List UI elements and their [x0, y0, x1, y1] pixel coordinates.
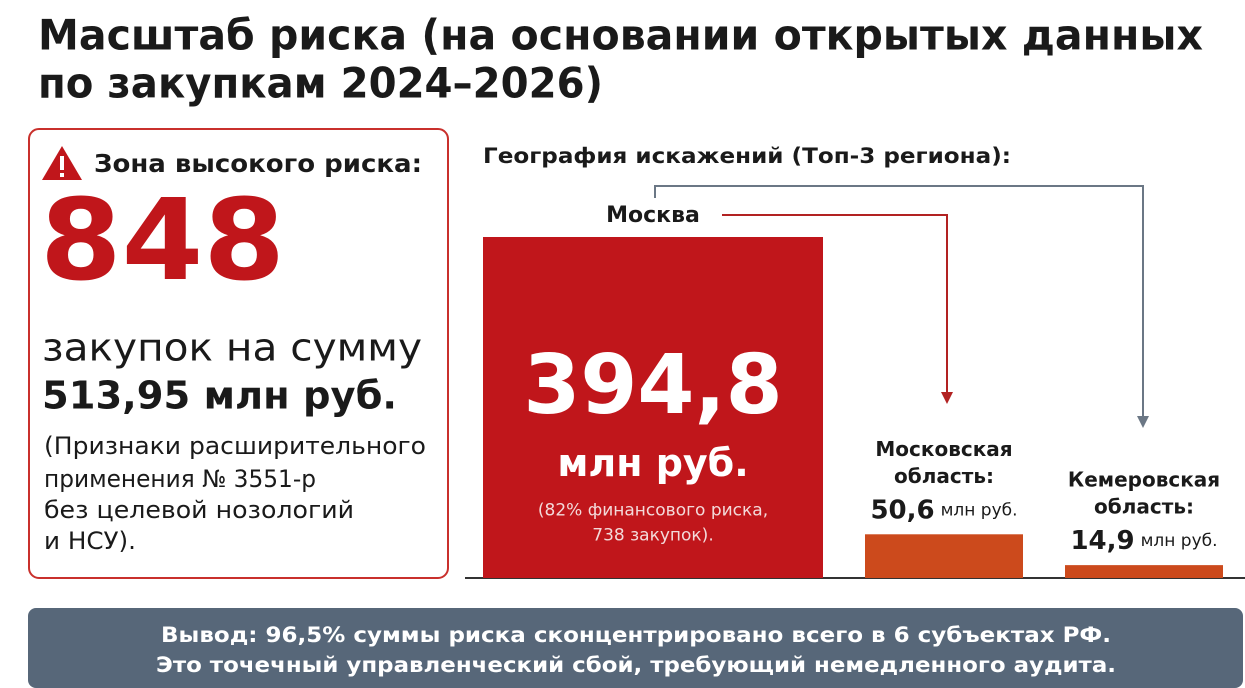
value-label: 50,6: [870, 495, 934, 525]
region-name: область:: [894, 464, 994, 488]
value-label: 14,9: [1070, 526, 1134, 556]
region-name: Москва: [606, 203, 700, 228]
bar-note: 738 закупок).: [592, 525, 713, 545]
warning-dot: [60, 173, 64, 177]
value-line: 50,6 млн руб.: [870, 495, 1017, 525]
bar: [1065, 565, 1223, 578]
title: Масштаб риска (на основании открытых дан…: [38, 11, 1203, 60]
risk-amount: 513,95 млн руб.: [42, 374, 397, 418]
conclusion: Это точечный управленческий сбой, требую…: [156, 653, 1116, 677]
risk-note: (Признаки расширительного: [44, 432, 426, 460]
risk-note: применения № 3551-р: [44, 465, 316, 493]
value-label: 394,8: [523, 338, 782, 433]
bar: [865, 534, 1023, 578]
region-name: Московская: [875, 437, 1012, 461]
bar: [483, 237, 823, 578]
arrow-head: [1137, 416, 1149, 428]
risk-note: и НСУ).: [44, 527, 136, 555]
value-line: 14,9 млн руб.: [1070, 526, 1217, 556]
risk-note: без целевой нозологий: [44, 496, 354, 524]
bar-note: (82% финансового риска,: [538, 500, 768, 520]
geo-title: География искажений (Топ-3 региона):: [483, 144, 1011, 168]
region-name: область:: [1094, 495, 1194, 519]
conclusion-box: [28, 608, 1243, 688]
risk-box: [28, 128, 449, 579]
unit: млн руб.: [1141, 531, 1218, 551]
connector: [654, 185, 1144, 422]
region-name: Кемеровская: [1068, 468, 1220, 492]
conclusion: Вывод: 96,5% суммы риска сконцентрирован…: [161, 623, 1111, 647]
title: по закупкам 2024–2026): [38, 59, 603, 108]
warning-mark: [60, 156, 64, 170]
risk-line: закупок на сумму: [42, 326, 422, 370]
unit: млн руб.: [941, 500, 1018, 520]
risk-heading: Зона высокого риска:: [94, 149, 422, 178]
connector: [722, 214, 948, 398]
unit: млн руб.: [557, 441, 748, 485]
arrow-head: [941, 392, 953, 404]
risk-count: 848: [40, 176, 285, 306]
